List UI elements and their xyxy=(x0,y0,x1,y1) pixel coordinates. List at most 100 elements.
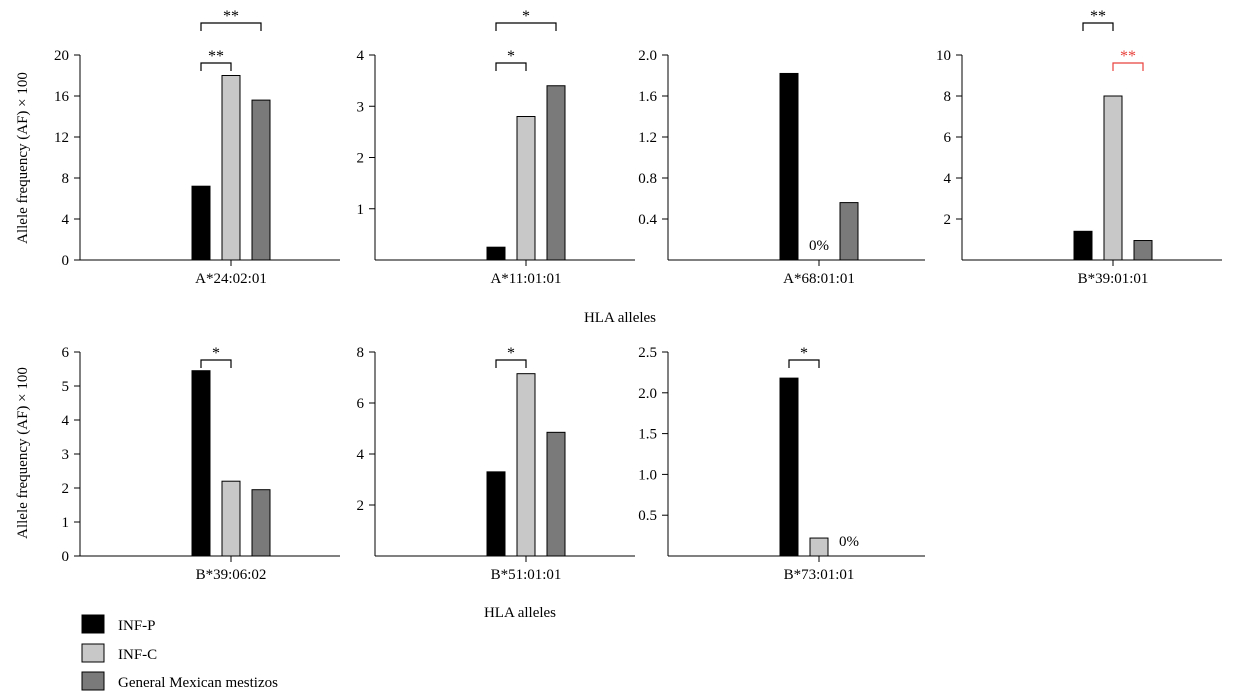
significance-label: ** xyxy=(1090,8,1106,25)
row2-ylabel: Allele frequency (AF) × 100 xyxy=(15,367,31,539)
significance-label: ** xyxy=(223,8,239,25)
y-tick-label: 0 xyxy=(62,253,70,269)
bar-inf-p xyxy=(191,185,211,261)
panel-a1101: 1 2 3 4 A*11:01:01 * * xyxy=(357,8,635,287)
bar-inf-c xyxy=(221,480,241,557)
zero-value-label: 0% xyxy=(839,534,859,550)
bar-inf-p xyxy=(486,246,506,261)
significance-label: * xyxy=(800,345,808,362)
y-tick-label: 2 xyxy=(944,212,952,228)
y-tick-label: 1.6 xyxy=(638,89,657,105)
bar-inf-c xyxy=(516,373,536,557)
bar-inf-c xyxy=(809,537,829,557)
y-tick-label: 6 xyxy=(62,345,70,361)
legend-swatch-inf-c xyxy=(81,643,105,663)
x-category-label: A*24:02:01 xyxy=(195,271,267,287)
x-category-label: A*11:01:01 xyxy=(490,271,561,287)
y-tick-label: 0.5 xyxy=(638,508,657,524)
panel-a6801: 0.4 0.8 1.2 1.6 2.0 A*68:01:01 0% xyxy=(638,48,925,287)
panel-b5101: 2 4 6 8 B*51:01:01 * xyxy=(357,345,635,583)
y-tick-label: 10 xyxy=(936,48,951,64)
y-tick-label: 0 xyxy=(62,549,70,565)
significance-bracket xyxy=(200,62,232,71)
legend-label-mestizos: General Mexican mestizos xyxy=(118,675,278,691)
row1-xlabel: HLA alleles xyxy=(584,310,656,326)
bar-general-mexican-mestizos xyxy=(546,85,566,261)
bar-inf-p xyxy=(1073,230,1093,261)
panel-b3906: 0 1 2 3 4 5 6 B*39:06:02 * xyxy=(62,345,340,583)
x-category-label: B*51:01:01 xyxy=(491,567,562,583)
y-tick-label: 0.4 xyxy=(638,212,657,228)
zero-value-label: 0% xyxy=(809,238,829,254)
y-tick-label: 6 xyxy=(357,396,365,412)
bar-inf-p xyxy=(779,72,799,261)
y-tick-label: 1.5 xyxy=(638,427,657,443)
significance-label: * xyxy=(507,48,515,65)
x-category-label: B*39:01:01 xyxy=(1078,271,1149,287)
significance-bracket xyxy=(1112,62,1144,71)
significance-bracket xyxy=(200,359,232,368)
y-tick-label: 0.8 xyxy=(638,171,657,187)
bar-inf-p xyxy=(191,370,211,557)
y-tick-label: 4 xyxy=(357,48,365,64)
y-tick-label: 12 xyxy=(54,130,69,146)
x-category-label: B*39:06:02 xyxy=(196,567,267,583)
y-tick-label: 3 xyxy=(62,447,70,463)
x-category-label: A*68:01:01 xyxy=(783,271,855,287)
x-category-label: B*73:01:01 xyxy=(784,567,855,583)
panel-b3901: 2 4 6 8 10 B*39:01:01 ** ** xyxy=(936,8,1222,287)
y-tick-label: 2.0 xyxy=(638,386,657,402)
y-tick-label: 6 xyxy=(944,130,952,146)
y-tick-label: 8 xyxy=(357,345,365,361)
y-tick-label: 1 xyxy=(62,515,70,531)
y-tick-label: 2.0 xyxy=(638,48,657,64)
legend-swatch-inf-p xyxy=(81,614,105,634)
y-tick-label: 8 xyxy=(944,89,952,105)
panel-b7301: 0.5 1.0 1.5 2.0 2.5 B*73:01:01 0% * xyxy=(638,345,925,583)
bar-inf-p xyxy=(779,377,799,557)
bar-general-mexican-mestizos xyxy=(546,431,566,557)
y-tick-label: 4 xyxy=(62,413,70,429)
significance-bracket xyxy=(788,359,820,368)
y-tick-label: 4 xyxy=(944,171,952,187)
row2-xlabel: HLA alleles xyxy=(484,605,556,621)
significance-label: * xyxy=(212,345,220,362)
significance-bracket xyxy=(495,359,527,368)
significance-label: * xyxy=(522,8,530,25)
bar-inf-p xyxy=(486,471,506,557)
y-tick-label: 2 xyxy=(357,151,365,167)
y-tick-label: 1.2 xyxy=(638,130,657,146)
bar-general-mexican-mestizos xyxy=(839,202,859,261)
y-tick-label: 3 xyxy=(357,99,365,115)
y-tick-label: 2 xyxy=(357,498,365,514)
legend: INF-P INF-C General Mexican mestizos xyxy=(81,614,278,691)
y-tick-label: 1 xyxy=(357,202,365,218)
significance-label: ** xyxy=(1120,48,1136,65)
y-tick-label: 2 xyxy=(62,481,70,497)
row1-ylabel: Allele frequency (AF) × 100 xyxy=(15,72,31,244)
bar-general-mexican-mestizos xyxy=(251,489,271,557)
bar-general-mexican-mestizos xyxy=(1133,240,1153,261)
bar-general-mexican-mestizos xyxy=(251,99,271,261)
y-tick-label: 1.0 xyxy=(638,467,657,483)
bar-inf-c xyxy=(516,116,536,261)
significance-bracket xyxy=(495,62,527,71)
y-tick-label: 20 xyxy=(54,48,69,64)
bar-inf-c xyxy=(221,75,241,261)
legend-label-inf-p: INF-P xyxy=(118,618,156,634)
legend-swatch-mestizos xyxy=(81,671,105,691)
significance-label: ** xyxy=(208,48,224,65)
legend-label-inf-c: INF-C xyxy=(118,647,157,663)
y-tick-label: 4 xyxy=(357,447,365,463)
significance-bracket xyxy=(495,22,557,31)
y-tick-label: 5 xyxy=(62,379,70,395)
y-tick-label: 16 xyxy=(54,89,70,105)
panel-a2402: 0 4 8 12 16 20 A*24:02:01 ** ** xyxy=(54,8,340,287)
significance-bracket xyxy=(200,22,262,31)
bar-inf-c xyxy=(1103,95,1123,261)
significance-bracket xyxy=(1082,22,1114,31)
y-tick-label: 4 xyxy=(62,212,70,228)
significance-label: * xyxy=(507,345,515,362)
y-tick-label: 2.5 xyxy=(638,345,657,361)
